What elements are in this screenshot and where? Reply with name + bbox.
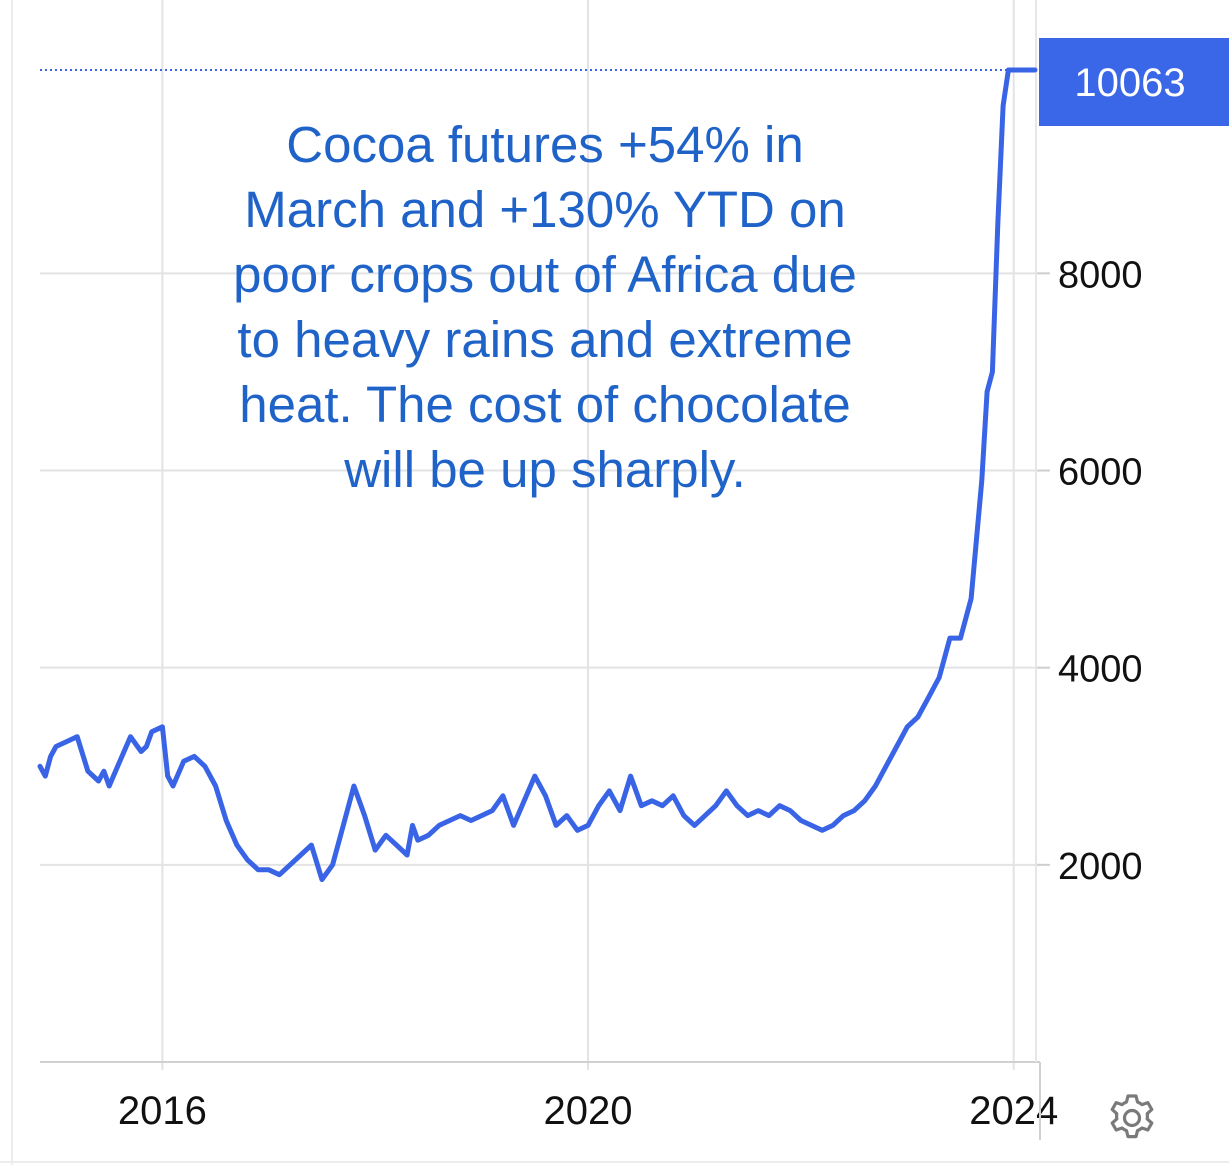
grid-layer [40,0,1040,1070]
gear-icon [1110,1094,1154,1139]
y-tick-label: 4000 [1058,649,1143,691]
chart-annotation: Cocoa futures +54% in March and +130% YT… [233,116,857,498]
y-tick-label: 2000 [1058,846,1143,888]
x-tick-label: 2016 [118,1089,207,1133]
x-tick-label: 2020 [544,1089,633,1133]
y-tick-label: 8000 [1058,254,1143,296]
last-value-label: 10063 [1074,61,1185,105]
settings-gear-icon[interactable] [1106,1092,1158,1144]
y-tick-label: 6000 [1058,452,1143,494]
series-layer [37,67,1038,883]
label-layer: 10063 [40,38,1229,126]
series-line [37,67,1038,883]
last-value-badge [1039,38,1229,126]
x-tick-label: 2024 [969,1089,1058,1133]
